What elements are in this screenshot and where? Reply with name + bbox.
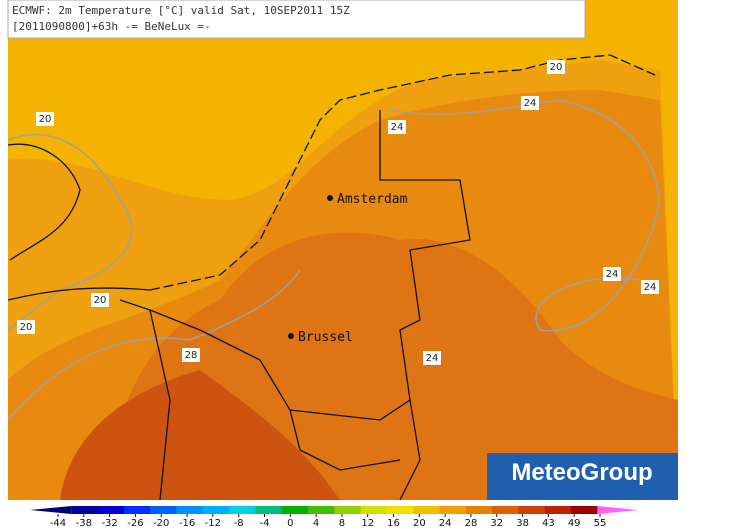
colorbar-end [30, 506, 72, 514]
contour-label-box [641, 280, 659, 294]
colorbar-segment [281, 506, 309, 514]
colorbar-tick-label: 43 [542, 518, 555, 529]
colorbar-tick-label: 38 [516, 518, 529, 529]
city-dot [288, 333, 294, 339]
contour-label: 20 [94, 295, 107, 306]
contour-label: 28 [185, 350, 198, 361]
contour-label-box [547, 60, 565, 74]
colorbar-tick-label: -4 [259, 518, 269, 529]
isotherm [7, 269, 301, 421]
city-dot [327, 195, 333, 201]
contour-label: 24 [524, 98, 537, 109]
city-label: Amsterdam [337, 192, 408, 207]
colorbar-tick-label: -8 [234, 518, 244, 529]
contour-label-box [36, 112, 54, 126]
colorbar-tick-label: 4 [313, 518, 319, 529]
colorbar-tick-label: -26 [127, 518, 143, 529]
colorbar-segment [492, 506, 519, 514]
colorbar-end [597, 506, 639, 514]
colorbar-segment [571, 506, 598, 514]
colorbar-tick-label: 12 [361, 518, 374, 529]
colorbar-segment [465, 506, 493, 514]
city-label: Brussel [298, 330, 353, 345]
colorbar-tick-label: 0 [287, 518, 293, 529]
colorbar-segment [308, 506, 335, 514]
colorbar-tick-label: 20 [413, 518, 426, 529]
isotherm [7, 134, 133, 331]
contour-label-box [17, 320, 35, 334]
contour-label: 24 [606, 269, 619, 280]
isotherm [389, 99, 661, 332]
colorbar-segment [518, 506, 546, 514]
colorbar-segment [413, 506, 440, 514]
colorbar-segment [360, 506, 388, 514]
colorbar-segment [439, 506, 467, 514]
contour-label-box [91, 293, 109, 307]
colorbar-segment [255, 506, 283, 514]
border [149, 309, 421, 501]
colorbar-tick-label: 24 [439, 518, 452, 529]
colorbar-segment [150, 506, 177, 514]
contour-label-box [521, 96, 539, 110]
logo-box [487, 453, 678, 500]
colorbar-tick-label: -16 [179, 518, 195, 529]
header-line: ECMWF: 2m Temperature [°C] valid Sat, 10… [12, 4, 350, 17]
contour-label: 24 [644, 282, 657, 293]
logo: MeteoGroup [511, 459, 652, 486]
colorbar-segment [71, 506, 99, 514]
colorbar-tick-label: 55 [594, 518, 607, 529]
colorbar-segment [202, 506, 230, 514]
colorbar-segment [544, 506, 572, 514]
colorbar-segment [229, 506, 256, 514]
colorbar-tick-label: 8 [339, 518, 345, 529]
header-line: [2011090800]+63h -= BeNeLux =- [12, 20, 211, 33]
colorbar-tick-label: 28 [465, 518, 478, 529]
colorbar-segment [386, 506, 414, 514]
colorbar-segment [97, 506, 125, 514]
contour-label: 20 [39, 114, 52, 125]
border [119, 110, 471, 421]
colorbar-tick-label: 32 [490, 518, 503, 529]
colorbar-tick-label: -12 [205, 518, 221, 529]
contour-label-box [182, 348, 200, 362]
header-box [7, 0, 586, 39]
colorbar-segment [176, 506, 204, 514]
colorbar-tick-label: -44 [50, 518, 66, 529]
colorbar-tick-label: -32 [101, 518, 117, 529]
colorbar-segment [123, 506, 151, 514]
colorbar-segment [334, 506, 362, 514]
land-28 [60, 370, 340, 500]
contour-label-box [423, 351, 441, 365]
contour-label-box [388, 120, 406, 134]
coastline [7, 143, 151, 301]
colorbar-tick-label: 49 [568, 518, 581, 529]
contour-label: 20 [550, 62, 563, 73]
contour-label: 24 [426, 353, 439, 364]
contour-label: 20 [20, 322, 33, 333]
colorbar-tick-label: -38 [76, 518, 92, 529]
contour-label-box [603, 267, 621, 281]
colorbar-tick-label: 16 [387, 518, 400, 529]
colorbar-tick-label: -20 [153, 518, 169, 529]
contour-label: 24 [391, 122, 404, 133]
